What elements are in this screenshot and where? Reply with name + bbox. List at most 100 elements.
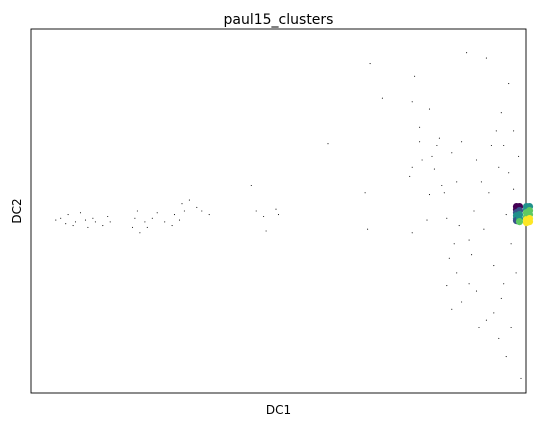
data-point <box>471 254 473 256</box>
data-point <box>441 184 443 187</box>
data-point <box>458 225 460 227</box>
data-point <box>498 166 500 168</box>
data-point <box>188 199 190 201</box>
data-point <box>255 210 257 212</box>
data-point <box>421 159 423 161</box>
data-point <box>436 144 438 147</box>
data-point <box>466 52 468 54</box>
data-point <box>414 75 416 77</box>
plot-frame <box>30 28 527 394</box>
data-point <box>498 337 500 339</box>
data-point <box>485 319 487 321</box>
data-point <box>475 159 478 161</box>
data-point <box>456 181 458 183</box>
data-point <box>513 188 515 190</box>
data-point <box>446 217 448 219</box>
data-point <box>468 239 470 241</box>
data-point <box>275 208 277 210</box>
data-point <box>55 219 57 221</box>
data-point <box>468 283 470 285</box>
data-point <box>480 181 482 183</box>
data-point <box>65 223 67 225</box>
data-point <box>503 144 505 147</box>
data-point <box>508 83 510 85</box>
data-point <box>60 217 62 219</box>
points-layer <box>55 52 522 379</box>
data-point <box>327 143 329 145</box>
data-point <box>173 214 176 216</box>
data-point <box>488 192 490 194</box>
data-point <box>134 217 136 219</box>
data-point <box>508 172 510 174</box>
data-point <box>208 214 210 216</box>
data-point <box>419 141 421 143</box>
data-point <box>277 214 280 216</box>
data-point <box>478 326 480 329</box>
data-point <box>164 221 166 223</box>
data-point <box>171 225 173 227</box>
data-point <box>461 141 463 143</box>
data-point <box>381 97 383 99</box>
data-point <box>178 219 181 221</box>
data-point <box>448 257 450 259</box>
data-point <box>107 215 109 218</box>
cluster-point <box>515 218 524 226</box>
data-point <box>461 301 463 303</box>
data-point <box>475 290 478 292</box>
data-point <box>156 212 158 214</box>
data-point <box>483 228 485 230</box>
data-point <box>74 221 77 223</box>
data-point <box>94 221 96 223</box>
chart-title: paul15_clusters <box>224 12 334 28</box>
data-point <box>510 326 512 329</box>
data-point <box>92 217 94 219</box>
data-point <box>493 265 495 267</box>
data-point <box>139 232 141 234</box>
data-point <box>79 212 82 214</box>
data-point <box>369 63 371 65</box>
data-point <box>453 243 455 245</box>
data-point <box>411 232 413 234</box>
data-point <box>510 243 512 245</box>
data-point <box>473 210 475 212</box>
dense-cluster <box>512 203 534 227</box>
data-point <box>438 137 440 139</box>
data-point <box>411 166 413 168</box>
data-point <box>505 356 507 358</box>
data-point <box>250 184 252 187</box>
data-point <box>131 226 134 228</box>
data-point <box>109 221 111 223</box>
data-point <box>500 297 502 299</box>
data-point <box>144 221 146 223</box>
data-point <box>151 217 153 219</box>
data-point <box>428 108 431 110</box>
data-point <box>515 272 517 274</box>
data-point <box>84 219 87 221</box>
x-axis-label: DC1 <box>266 403 291 417</box>
data-point <box>183 210 185 212</box>
data-point <box>500 112 502 114</box>
data-point <box>433 168 435 170</box>
data-point <box>451 152 453 154</box>
data-point <box>72 225 74 227</box>
cluster-point <box>525 218 534 226</box>
data-point <box>367 228 369 230</box>
data-point <box>485 57 487 59</box>
data-point <box>181 203 183 205</box>
data-point <box>518 155 520 157</box>
data-point <box>419 126 421 128</box>
data-point <box>263 215 265 218</box>
data-point <box>446 285 448 287</box>
data-point <box>102 225 104 227</box>
data-point <box>364 192 366 194</box>
data-point <box>409 175 411 177</box>
data-point <box>411 101 413 103</box>
data-point <box>513 130 515 132</box>
data-point <box>493 312 495 314</box>
data-point <box>87 226 89 228</box>
data-point <box>136 210 138 212</box>
y-axis-label: DC2 <box>10 198 24 223</box>
data-point <box>431 155 433 157</box>
data-point <box>456 272 458 274</box>
